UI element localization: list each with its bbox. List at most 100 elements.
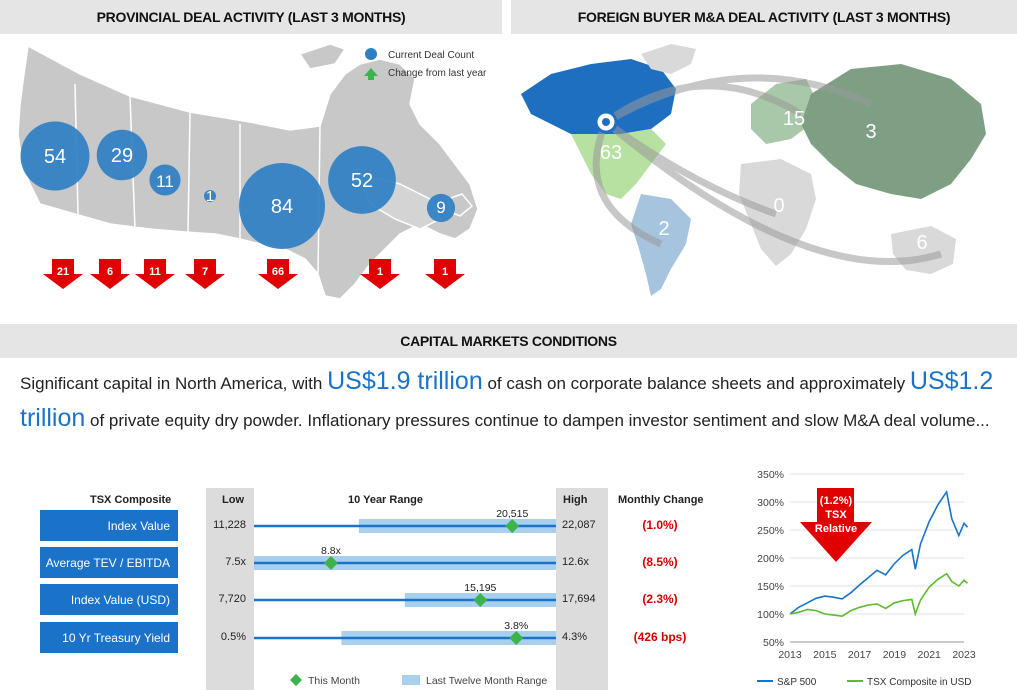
capital-text-p2: of cash on corporate balance sheets and … bbox=[482, 374, 910, 393]
province-count-label: 9 bbox=[436, 198, 445, 217]
province-bubble bbox=[96, 129, 148, 181]
x-tick-label: 2013 bbox=[778, 649, 802, 661]
usa-region bbox=[571, 129, 666, 199]
current-value-label: 3.8% bbox=[504, 620, 528, 632]
province-bubble bbox=[149, 164, 181, 196]
high-value: 12.6x bbox=[562, 556, 589, 568]
range-track: 20,515 bbox=[254, 508, 556, 533]
low-value: 11,228 bbox=[213, 519, 246, 531]
y-tick-label: 350% bbox=[757, 469, 784, 481]
change-label: 1 bbox=[442, 266, 448, 278]
region-deal-count: 3 bbox=[865, 121, 876, 143]
capital-markets-text: Significant capital in North America, wi… bbox=[20, 364, 1010, 438]
y-tick-label: 200% bbox=[757, 553, 784, 565]
sp500-tsx-line-chart: 50% 100% 150% 200% 250% 300% 350% 2013 2015 2017 2… bbox=[757, 469, 976, 688]
legend-change-label: Change from last year bbox=[388, 68, 487, 79]
region-deal-count: 0 bbox=[773, 195, 784, 217]
down-arrow-icon bbox=[43, 259, 83, 289]
down-arrow-annotation-icon bbox=[800, 488, 872, 562]
low-value: 0.5% bbox=[220, 631, 246, 643]
header-low: Low bbox=[222, 494, 244, 506]
change-arrows: 21 6 11 7 66 1 1 bbox=[43, 259, 465, 289]
y-tick-label: 250% bbox=[757, 525, 784, 537]
legend-up-arrow-icon bbox=[364, 68, 378, 80]
legend-current-label: Current Deal Count bbox=[388, 50, 474, 61]
province-count-label: 11 bbox=[156, 172, 174, 191]
high-value: 4.3% bbox=[562, 631, 588, 643]
province-bubble bbox=[239, 163, 325, 249]
change-label: 1 bbox=[377, 266, 383, 278]
x-tick-label: 2019 bbox=[883, 649, 907, 661]
y-tick-label: 50% bbox=[763, 637, 784, 649]
series-line bbox=[789, 489, 969, 615]
capital-markets-header: CAPITAL MARKETS CONDITIONS bbox=[0, 324, 1017, 358]
header-tsx-composite: TSX Composite bbox=[90, 494, 172, 506]
this-month-marker bbox=[505, 519, 520, 533]
metric-label-box: Average TEV / EBITDA bbox=[40, 547, 178, 578]
line-chart-axes: 50% 100% 150% 200% 250% 300% 350% 2013 2015 2017 2… bbox=[757, 469, 976, 661]
header-high: High bbox=[563, 494, 588, 506]
change-label: 66 bbox=[272, 266, 284, 278]
monthly-change-value: (426 bps) bbox=[633, 630, 687, 644]
south-america-region bbox=[631, 194, 691, 296]
province-bubble bbox=[204, 190, 216, 202]
x-tick-label: 2023 bbox=[952, 649, 976, 661]
change-label: 11 bbox=[149, 266, 161, 278]
down-arrow-icon bbox=[258, 259, 298, 289]
world-labels: 63 15 3 0 2 6 bbox=[600, 108, 928, 254]
province-count-label: 52 bbox=[351, 170, 373, 192]
monthly-change-value: (8.5%) bbox=[642, 555, 678, 569]
province-count-label: 84 bbox=[271, 196, 293, 218]
y-tick-label: 100% bbox=[757, 609, 784, 621]
this-month-marker bbox=[473, 593, 488, 607]
current-value-label: 8.8x bbox=[321, 545, 342, 557]
x-tick-label: 2015 bbox=[813, 649, 837, 661]
this-month-marker bbox=[323, 556, 338, 570]
region-deal-count: 6 bbox=[916, 232, 927, 254]
capital-text-p1: Significant capital in North America, wi… bbox=[20, 374, 328, 393]
x-tick-label: 2021 bbox=[918, 649, 942, 661]
legend-bubble-icon bbox=[365, 48, 377, 60]
low-column-bg bbox=[206, 488, 254, 690]
metric-label-box: Index Value bbox=[40, 510, 178, 541]
region-deal-count: 2 bbox=[658, 218, 669, 240]
line-chart-grid bbox=[790, 473, 964, 643]
change-label: 21 bbox=[57, 266, 69, 278]
legend-tsx-usd: TSX Composite in USD bbox=[867, 677, 971, 688]
line-chart-series bbox=[789, 489, 969, 618]
asia-region bbox=[801, 64, 986, 199]
annotation-line-2: TSX bbox=[825, 509, 847, 521]
this-month-marker bbox=[509, 631, 524, 645]
monthly-change-value: (2.3%) bbox=[642, 592, 678, 606]
province-count-label: 29 bbox=[111, 145, 133, 167]
annotation-line-3: Relative bbox=[815, 523, 857, 535]
cash-figure: US$1.9 trillion bbox=[327, 367, 483, 395]
metric-label-box: 10 Yr Treasury Yield bbox=[40, 622, 178, 653]
canada-region bbox=[521, 59, 676, 139]
province-bubble bbox=[426, 193, 456, 223]
range-track: 15,195 bbox=[254, 582, 556, 607]
high-value: 17,694 bbox=[562, 593, 596, 605]
capital-text-p3: of private equity dry powder. Inflationa… bbox=[85, 411, 990, 430]
down-arrow-icon bbox=[360, 259, 400, 289]
provincial-header: PROVINCIAL DEAL ACTIVITY (LAST 3 MONTHS) bbox=[0, 0, 502, 34]
range-track: 3.8% bbox=[254, 620, 556, 645]
change-label: 6 bbox=[107, 266, 113, 278]
canada-map: Current Deal Count Change from last year… bbox=[17, 43, 487, 300]
tsx-relative-annotation: (1.2%) TSX Relative bbox=[800, 488, 872, 562]
y-tick-label: 300% bbox=[757, 497, 784, 509]
down-arrow-icon bbox=[425, 259, 465, 289]
province-bubble bbox=[328, 146, 396, 214]
current-value-label: 20,515 bbox=[496, 508, 528, 520]
monthly-change-value: (1.0%) bbox=[642, 518, 678, 532]
legend-this-month: This Month bbox=[308, 675, 360, 687]
this-month-icon bbox=[290, 674, 302, 686]
legend-sp500: S&P 500 bbox=[777, 677, 817, 688]
header-monthly-change: Monthly Change bbox=[618, 494, 704, 506]
down-arrow-icon bbox=[135, 259, 175, 289]
series-line bbox=[789, 572, 968, 618]
dry-powder-figure: US$1.2 trillion bbox=[20, 367, 994, 432]
y-tick-label: 150% bbox=[757, 581, 784, 593]
tsx-range-table: TSX Composite Low 10 Year Range High Mon… bbox=[40, 488, 720, 690]
